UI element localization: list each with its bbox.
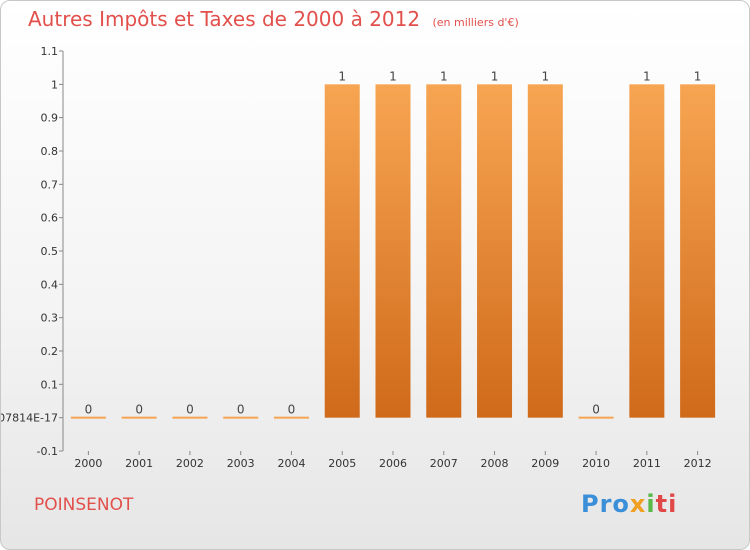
bar-value-label: 1 <box>389 69 397 83</box>
x-tick-label: 2001 <box>125 457 153 470</box>
bar <box>680 84 716 418</box>
x-tick-label: 2012 <box>684 457 712 470</box>
x-tick-label: 2000 <box>74 457 102 470</box>
bar-value-label: 0 <box>237 403 245 417</box>
y-tick-label: 0.2 <box>41 345 59 358</box>
bar-value-label: 1 <box>440 69 448 83</box>
bar-value-label: 0 <box>135 403 143 417</box>
chart-subtitle: (en milliers d'€) <box>432 16 519 29</box>
y-tick-label: 0.7 <box>41 178 59 191</box>
y-tick-label: 1.3877787807814E-17 <box>1 412 58 425</box>
logo-part-ti: ti <box>655 490 678 518</box>
bar <box>70 416 106 419</box>
commune-name: POINSENOT <box>34 495 134 515</box>
bar-value-label: 1 <box>491 69 499 83</box>
y-tick-label: 0.4 <box>41 278 59 291</box>
x-tick-label: 2009 <box>531 457 559 470</box>
bar <box>426 84 462 418</box>
x-tick-label: 2007 <box>430 457 458 470</box>
y-tick-label: -0.1 <box>37 445 58 458</box>
bar-value-label: 1 <box>541 69 549 83</box>
bar <box>273 416 309 419</box>
bar <box>477 84 513 418</box>
logo-part-pro: Pro <box>581 490 630 518</box>
x-tick-label: 2002 <box>176 457 204 470</box>
bar-value-label: 0 <box>592 403 600 417</box>
x-tick-label: 2008 <box>481 457 509 470</box>
bar-value-label: 1 <box>694 69 702 83</box>
bar <box>223 416 259 419</box>
bar-value-label: 0 <box>186 403 194 417</box>
bar-value-label: 1 <box>643 69 651 83</box>
x-tick-label: 2005 <box>328 457 356 470</box>
chart-title: Autres Impôts et Taxes de 2000 à 2012 (e… <box>28 7 519 31</box>
x-tick-label: 2011 <box>633 457 661 470</box>
bar-value-label: 0 <box>85 403 93 417</box>
bar <box>121 416 157 419</box>
x-tick-label: 2004 <box>277 457 305 470</box>
bar <box>172 416 208 419</box>
bar <box>578 416 614 419</box>
y-tick-label: 0.9 <box>41 112 59 125</box>
bar <box>629 84 665 418</box>
bar-value-label: 1 <box>338 69 346 83</box>
chart-title-text: Autres Impôts et Taxes de 2000 à 2012 <box>28 7 421 31</box>
bar <box>324 84 360 418</box>
y-tick-label: 0.1 <box>41 378 59 391</box>
y-tick-label: 1 <box>51 78 58 91</box>
x-tick-label: 2010 <box>582 457 610 470</box>
y-tick-label: 0.5 <box>41 245 59 258</box>
y-tick-label: 0.8 <box>41 145 59 158</box>
bar <box>375 84 411 418</box>
x-tick-label: 2006 <box>379 457 407 470</box>
y-tick-label: 0.6 <box>41 212 59 225</box>
logo-part-x: x <box>629 490 647 518</box>
y-tick-label: 0.3 <box>41 312 59 325</box>
bar <box>527 84 563 418</box>
y-tick-label: 1.1 <box>41 45 59 58</box>
proxiti-logo: Proxiti <box>581 490 677 518</box>
x-tick-label: 2003 <box>227 457 255 470</box>
bar-value-label: 0 <box>288 403 296 417</box>
logo-part-i: i <box>646 490 656 518</box>
